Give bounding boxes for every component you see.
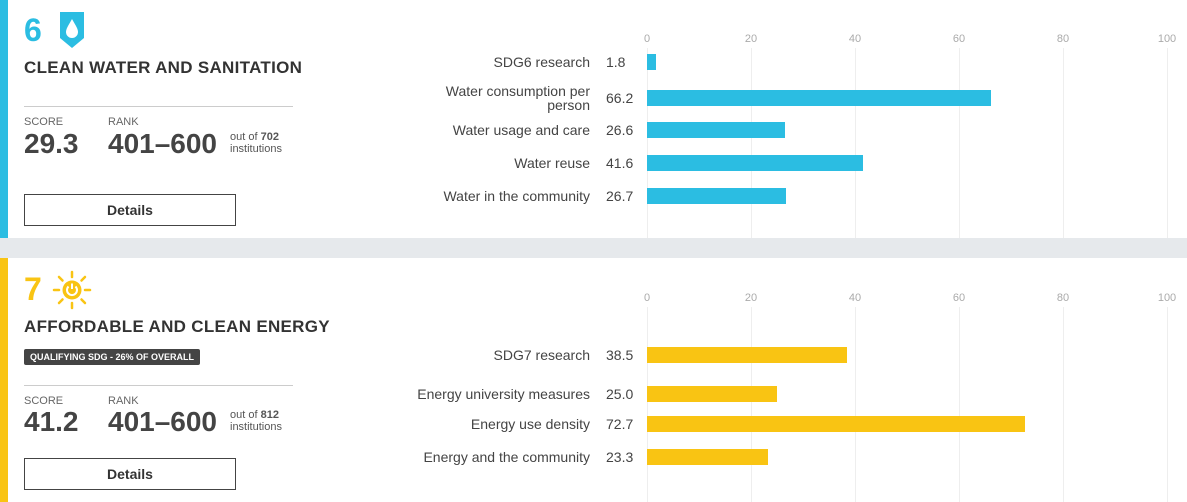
x-tick-label: 40 xyxy=(848,292,862,304)
grid-line xyxy=(1167,48,1168,238)
grid-line xyxy=(855,48,856,238)
grid-line xyxy=(1063,48,1064,238)
institutions: institutions xyxy=(230,143,282,155)
out-of: out of xyxy=(230,131,258,143)
score-label: SCORE xyxy=(24,116,64,128)
qualifying-badge: QUALIFYING SDG - 26% OF OVERALL xyxy=(24,349,201,365)
x-tick-label: 20 xyxy=(744,292,758,304)
bar xyxy=(647,347,848,363)
rank-label: RANK xyxy=(108,395,139,407)
x-tick-label: 0 xyxy=(643,292,651,304)
value-label: 41.6 xyxy=(606,155,634,171)
bar xyxy=(647,188,786,204)
x-tick-label: 60 xyxy=(952,292,966,304)
score: 29.3 xyxy=(24,128,79,159)
category-label: SDG7 research xyxy=(493,347,590,363)
rank: 401–600 xyxy=(108,128,218,159)
separator xyxy=(0,238,1187,258)
category-label: Water reuse xyxy=(514,155,590,171)
sdg-title: CLEAN WATER AND SANITATION xyxy=(24,58,303,77)
out-of: out of xyxy=(230,409,258,421)
x-tick-label: 100 xyxy=(1157,292,1177,304)
value-label: 72.7 xyxy=(606,416,634,432)
sdg-icon xyxy=(52,270,92,310)
x-tick-label: 60 xyxy=(952,33,966,45)
grid-line xyxy=(959,48,960,238)
sdg-title: AFFORDABLE AND CLEAN ENERGY xyxy=(24,317,330,336)
score-label: SCORE xyxy=(24,395,64,407)
value-label: 26.7 xyxy=(606,188,634,204)
card-accent xyxy=(0,258,8,502)
x-tick-label: 40 xyxy=(848,33,862,45)
rank-label: RANK xyxy=(108,116,139,128)
grid-line xyxy=(959,307,960,502)
value-label: 23.3 xyxy=(606,449,634,465)
x-tick-label: 80 xyxy=(1056,292,1070,304)
grid-line xyxy=(647,307,648,502)
card-accent xyxy=(0,0,8,238)
value-label: 26.6 xyxy=(606,122,634,138)
rank-total: out of 702 institutions xyxy=(230,131,282,155)
bar xyxy=(647,122,786,138)
category-label: SDG6 research xyxy=(493,54,590,70)
details-button[interactable]: Details xyxy=(24,458,236,490)
value-label: 38.5 xyxy=(606,347,634,363)
card xyxy=(0,0,1187,238)
grid-line xyxy=(1167,307,1168,502)
rank: 401–600 xyxy=(108,406,218,437)
sdg-number: 7 xyxy=(24,271,42,307)
value-label: 25.0 xyxy=(606,386,634,402)
value-label: 1.8 xyxy=(606,54,626,70)
divider xyxy=(24,106,293,107)
grid-line xyxy=(1063,307,1064,502)
institutions: institutions xyxy=(230,421,282,433)
category-label: Water in the community xyxy=(443,188,590,204)
category-label: Water consumption per person xyxy=(445,83,590,113)
bar xyxy=(647,90,992,106)
rank-total: out of 812 institutions xyxy=(230,409,282,433)
category-label: Energy use density xyxy=(470,416,590,432)
total: 702 xyxy=(260,131,279,143)
grid-line xyxy=(855,307,856,502)
total: 812 xyxy=(260,409,279,421)
bar xyxy=(647,416,1026,432)
bar xyxy=(647,155,864,171)
category-label: Water usage and care xyxy=(452,122,590,138)
bar xyxy=(647,449,769,465)
sdg-icon xyxy=(60,12,84,48)
bar xyxy=(647,54,657,70)
grid-line xyxy=(751,307,752,502)
score: 41.2 xyxy=(24,406,79,437)
x-tick-label: 0 xyxy=(643,33,651,45)
grid-line xyxy=(647,48,648,238)
x-tick-label: 100 xyxy=(1157,33,1177,45)
value-label: 66.2 xyxy=(606,90,634,106)
divider xyxy=(24,385,293,386)
details-button[interactable]: Details xyxy=(24,194,236,226)
grid-line xyxy=(751,48,752,238)
x-tick-label: 20 xyxy=(744,33,758,45)
bar xyxy=(647,386,777,402)
x-tick-label: 80 xyxy=(1056,33,1070,45)
category-label: Energy university measures xyxy=(417,386,590,402)
category-label: Energy and the community xyxy=(423,449,590,465)
sdg-number: 6 xyxy=(24,12,42,48)
